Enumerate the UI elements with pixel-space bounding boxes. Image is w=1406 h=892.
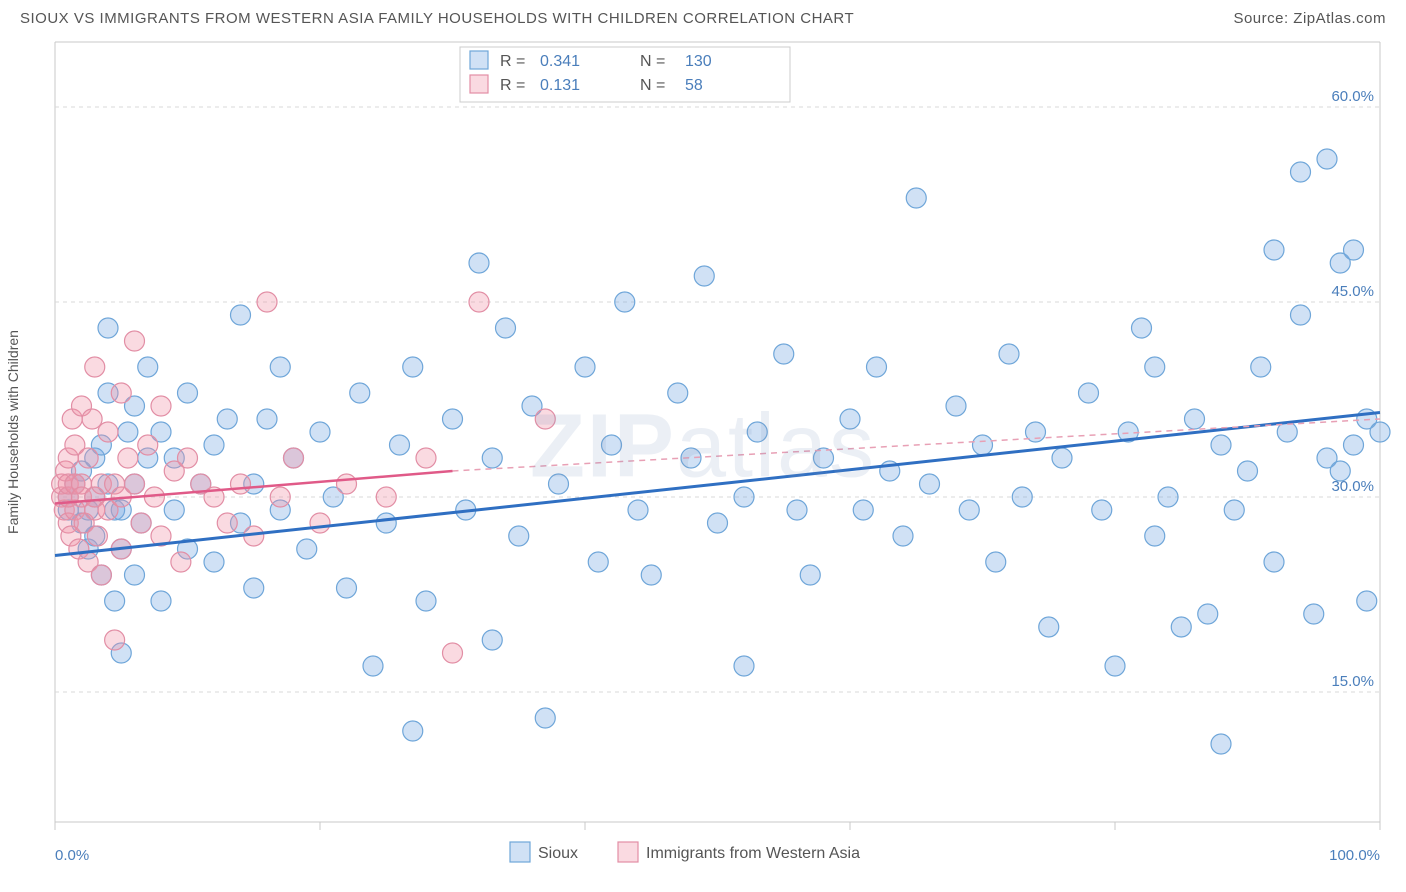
source-label: Source: ZipAtlas.com xyxy=(1233,10,1386,27)
svg-text:0.0%: 0.0% xyxy=(55,847,89,864)
chart-container: 15.0%30.0%45.0%60.0%0.0%100.0%Family Hou… xyxy=(0,32,1406,872)
svg-text:R =: R = xyxy=(500,77,525,94)
svg-text:60.0%: 60.0% xyxy=(1331,88,1374,105)
svg-text:Sioux: Sioux xyxy=(538,845,578,862)
svg-text:R =: R = xyxy=(500,53,525,70)
svg-text:0.131: 0.131 xyxy=(540,77,580,94)
svg-text:N =: N = xyxy=(640,77,665,94)
svg-text:15.0%: 15.0% xyxy=(1331,673,1374,690)
svg-text:Immigrants from Western Asia: Immigrants from Western Asia xyxy=(646,845,860,862)
svg-text:N =: N = xyxy=(640,53,665,70)
svg-text:0.341: 0.341 xyxy=(540,53,580,70)
correlation-scatter-chart: 15.0%30.0%45.0%60.0%0.0%100.0%Family Hou… xyxy=(0,32,1406,872)
svg-text:Family Households with Childre: Family Households with Children xyxy=(5,330,21,534)
svg-text:45.0%: 45.0% xyxy=(1331,283,1374,300)
svg-text:130: 130 xyxy=(685,53,712,70)
svg-text:100.0%: 100.0% xyxy=(1329,847,1380,864)
svg-text:58: 58 xyxy=(685,77,703,94)
chart-title: SIOUX VS IMMIGRANTS FROM WESTERN ASIA FA… xyxy=(20,10,854,27)
